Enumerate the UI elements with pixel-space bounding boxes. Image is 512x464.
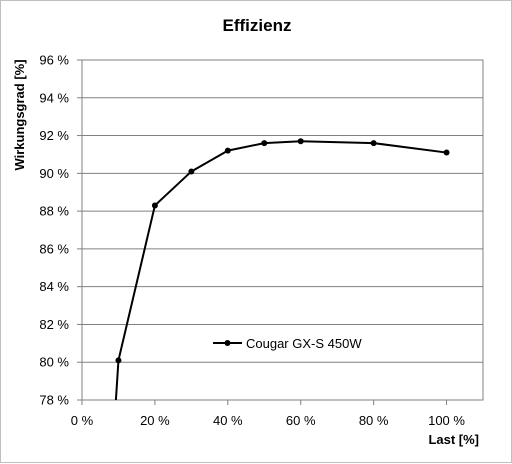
data-point xyxy=(261,140,268,147)
x-tick-labels: 0 % 20 % 40 % 60 % 80 % 100 % xyxy=(71,400,465,428)
y-tick-label: 90 % xyxy=(39,166,69,181)
gridlines xyxy=(82,59,483,363)
y-tick-label: 94 % xyxy=(39,90,69,105)
x-axis-label: Last [%] xyxy=(428,432,479,447)
data-point xyxy=(151,202,158,209)
x-tick-label: 80 % xyxy=(359,413,389,428)
y-tick-label: 80 % xyxy=(39,355,69,370)
legend: Cougar GX-S 450W xyxy=(213,336,362,351)
series-group xyxy=(114,138,450,401)
x-tick-label: 60 % xyxy=(286,413,316,428)
y-tick-label: 82 % xyxy=(39,317,69,332)
data-point xyxy=(297,138,304,145)
x-tick-label: 40 % xyxy=(213,413,243,428)
data-point xyxy=(224,147,231,154)
data-point xyxy=(443,149,450,156)
legend-label-cougar: Cougar GX-S 450W xyxy=(246,336,362,351)
series-line-0 xyxy=(114,140,447,401)
y-axis-label: Wirkungsgrad [%] xyxy=(12,59,27,170)
x-tick-label: 0 % xyxy=(71,413,94,428)
y-tick-label: 88 % xyxy=(39,204,69,219)
x-tick-label: 100 % xyxy=(428,413,465,428)
y-tick-label: 92 % xyxy=(39,128,69,143)
data-point xyxy=(115,357,122,364)
y-tick-label: 84 % xyxy=(39,279,69,294)
chart-title: Effizienz xyxy=(223,16,292,35)
y-tick-label: 96 % xyxy=(39,53,69,68)
plot-area xyxy=(81,59,484,401)
y-tick-label: 78 % xyxy=(39,393,69,408)
data-point xyxy=(188,168,195,175)
legend-marker-cougar xyxy=(224,340,231,346)
x-tick-label: 20 % xyxy=(140,413,170,428)
y-tick-labels: 78 % 80 % 82 % 84 % 86 % 88 % 90 % 92 % 94 % 96 % xyxy=(39,53,82,408)
y-tick-label: 86 % xyxy=(39,241,69,256)
data-point xyxy=(370,140,377,147)
